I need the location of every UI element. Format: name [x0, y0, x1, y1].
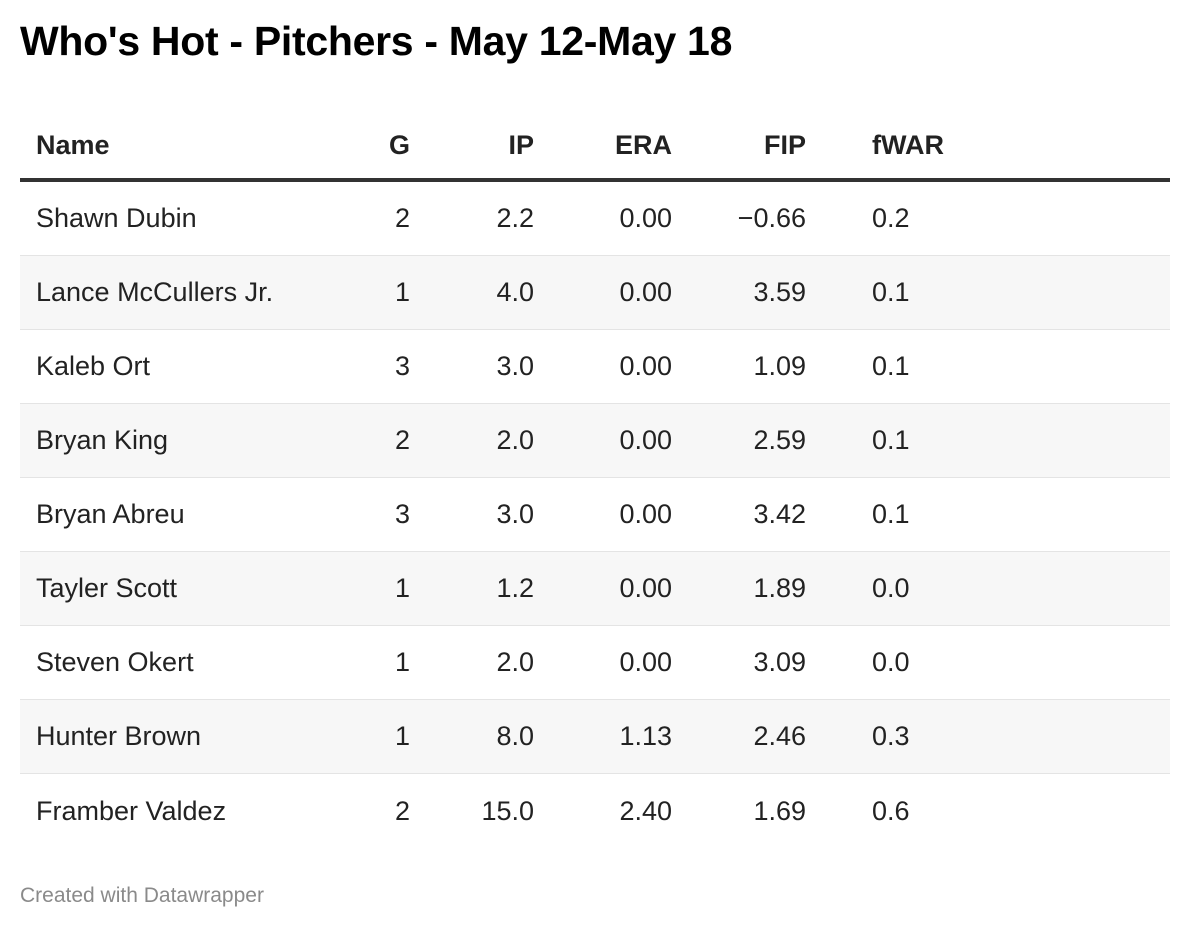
- table-row: Kaleb Ort 3 3.0 0.00 1.09 0.1: [20, 330, 1170, 404]
- cell-era: 0.00: [619, 647, 672, 677]
- cell-fwar: 0.1: [872, 499, 910, 529]
- cell-fwar: 0.1: [872, 351, 910, 381]
- cell-fip: 1.89: [753, 573, 806, 603]
- cell-name: Bryan Abreu: [36, 499, 185, 529]
- cell-g: 1: [394, 277, 410, 307]
- cell-era: 0.00: [619, 351, 672, 381]
- cell-era: 0.00: [619, 573, 672, 603]
- chart-title: Who's Hot - Pitchers - May 12-May 18: [20, 18, 733, 64]
- table-row: Shawn Dubin 2 2.2 0.00 −0.66 0.2: [20, 182, 1170, 256]
- datawrapper-credit: Created with Datawrapper: [20, 884, 264, 907]
- cell-g: 1: [394, 647, 410, 677]
- cell-fip: 1.69: [753, 795, 806, 826]
- cell-ip: 1.2: [496, 573, 534, 603]
- column-header-ip: IP: [508, 129, 534, 160]
- cell-name: Kaleb Ort: [36, 351, 151, 381]
- column-header-name: Name: [36, 129, 110, 160]
- cell-fip: 3.59: [753, 277, 806, 307]
- cell-g: 3: [394, 499, 410, 529]
- cell-fip: 1.09: [753, 351, 806, 381]
- table-row: Bryan King 2 2.0 0.00 2.59 0.1: [20, 404, 1170, 478]
- cell-era: 0.00: [619, 425, 672, 455]
- table-header-row: Name G IP ERA FIP fWAR: [20, 108, 1170, 182]
- cell-fwar: 0.1: [872, 425, 910, 455]
- table-row: Framber Valdez 2 15.0 2.40 1.69 0.6: [20, 774, 1170, 848]
- cell-g: 1: [394, 573, 410, 603]
- column-header-fip: FIP: [763, 129, 806, 160]
- cell-g: 1: [394, 721, 410, 751]
- cell-ip: 2.0: [496, 425, 534, 455]
- cell-fwar: 0.6: [872, 795, 910, 826]
- cell-fip: 3.09: [753, 647, 806, 677]
- cell-ip: 4.0: [496, 277, 534, 307]
- column-header-g: G: [388, 129, 410, 160]
- cell-name: Tayler Scott: [36, 573, 178, 603]
- table-row: Hunter Brown 1 8.0 1.13 2.46 0.3: [20, 700, 1170, 774]
- cell-g: 2: [394, 203, 410, 233]
- cell-g: 2: [394, 795, 410, 826]
- cell-fwar: 0.0: [872, 573, 910, 603]
- cell-ip: 3.0: [496, 351, 534, 381]
- table-row: Lance McCullers Jr. 1 4.0 0.00 3.59 0.1: [20, 256, 1170, 330]
- cell-name: Lance McCullers Jr.: [36, 277, 274, 307]
- cell-era: 0.00: [619, 203, 672, 233]
- cell-name: Hunter Brown: [36, 721, 202, 751]
- column-header-fwar: fWAR: [872, 129, 944, 160]
- cell-fip: 3.42: [753, 499, 806, 529]
- cell-name: Shawn Dubin: [36, 203, 197, 233]
- cell-era: 0.00: [619, 499, 672, 529]
- cell-g: 2: [394, 425, 410, 455]
- cell-fip: −0.66: [737, 203, 806, 233]
- cell-g: 3: [394, 351, 410, 381]
- cell-fwar: 0.0: [872, 647, 910, 677]
- cell-fip: 2.46: [753, 721, 806, 751]
- pitchers-table: Name G IP ERA FIP fWAR Shawn Dubin 2 2.2…: [20, 108, 1170, 848]
- table-row: Tayler Scott 1 1.2 0.00 1.89 0.0: [20, 552, 1170, 626]
- cell-fip: 2.59: [753, 425, 806, 455]
- cell-era: 2.40: [619, 795, 672, 826]
- cell-name: Bryan King: [36, 425, 169, 455]
- cell-fwar: 0.3: [872, 721, 910, 751]
- cell-fwar: 0.1: [872, 277, 910, 307]
- table-row: Steven Okert 1 2.0 0.00 3.09 0.0: [20, 626, 1170, 700]
- cell-ip: 3.0: [496, 499, 534, 529]
- cell-name: Steven Okert: [36, 647, 194, 677]
- cell-era: 0.00: [619, 277, 672, 307]
- cell-ip: 15.0: [481, 795, 534, 826]
- column-header-era: ERA: [614, 129, 672, 160]
- cell-fwar: 0.2: [872, 203, 910, 233]
- cell-ip: 2.0: [496, 647, 534, 677]
- cell-era: 1.13: [619, 721, 672, 751]
- cell-name: Framber Valdez: [36, 795, 227, 826]
- cell-ip: 8.0: [496, 721, 534, 751]
- table-row: Bryan Abreu 3 3.0 0.00 3.42 0.1: [20, 478, 1170, 552]
- cell-ip: 2.2: [496, 203, 534, 233]
